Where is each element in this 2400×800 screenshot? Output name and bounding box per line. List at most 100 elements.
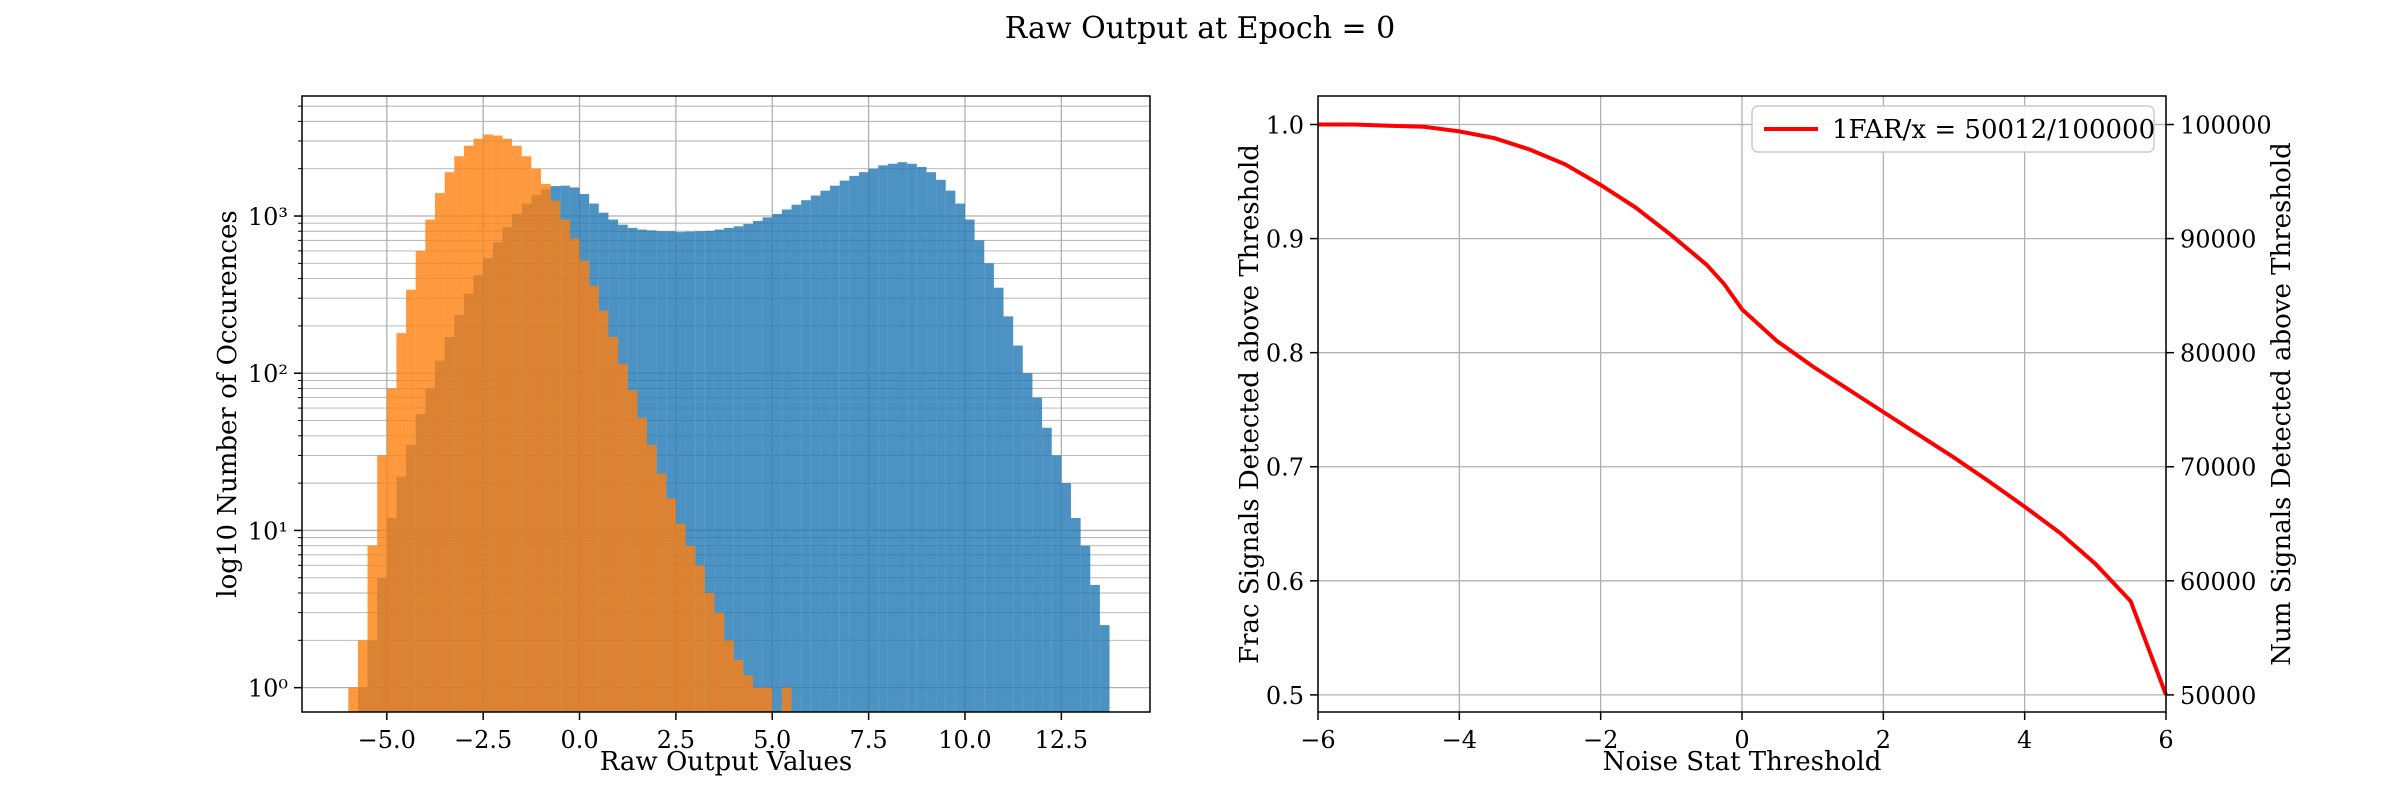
histogram-y-tick-label: 10³ bbox=[248, 203, 288, 231]
histogram-bar-orange bbox=[434, 193, 445, 712]
histogram-bar-blue bbox=[955, 203, 965, 712]
line-right-y-tick-label: 50000 bbox=[2180, 682, 2256, 710]
histogram-x-tick-label: 7.5 bbox=[850, 726, 888, 754]
histogram-bar-orange bbox=[762, 687, 773, 712]
histogram-x-tick-label: −5.0 bbox=[358, 726, 416, 754]
histogram-bar-orange bbox=[473, 138, 484, 713]
histogram-y-axis-label: log10 Number of Occurences bbox=[213, 210, 243, 597]
histogram-bar-orange bbox=[492, 135, 503, 712]
histogram-bar-orange bbox=[675, 523, 686, 712]
histogram-x-tick-label: 12.5 bbox=[1035, 726, 1088, 754]
histogram-bar-orange bbox=[415, 250, 426, 712]
line-right-y-tick-label: 100000 bbox=[2180, 112, 2272, 140]
histogram-y-tick-label: 10⁰ bbox=[248, 675, 288, 703]
histogram-x-axis-label: Raw Output Values bbox=[600, 747, 852, 777]
histogram-frame bbox=[301, 95, 1151, 713]
histogram-bar-blue bbox=[830, 185, 840, 713]
histogram-bar-orange bbox=[531, 168, 541, 713]
line-y-tick-label: 0.9 bbox=[1266, 226, 1304, 254]
line-y-tick-label: 0.7 bbox=[1266, 454, 1304, 482]
line-y-ticks: 0.5 0.6 0.7 0.8 0.9 1.0 bbox=[1266, 112, 1318, 710]
histogram-bar-blue bbox=[984, 263, 994, 712]
histogram-bar-orange bbox=[724, 640, 734, 712]
line-y-tick-label: 1.0 bbox=[1266, 112, 1304, 140]
histogram-x-tick-label: 2.5 bbox=[657, 726, 695, 754]
histogram-bar-blue bbox=[926, 172, 937, 713]
line-right-y-tick-label: 70000 bbox=[2180, 454, 2256, 482]
histogram-bar-orange bbox=[704, 592, 715, 712]
legend-label: 1FAR/x = 50012/100000 bbox=[1832, 115, 2155, 145]
histogram-bar-blue bbox=[1070, 517, 1081, 712]
histogram-bar-blue bbox=[666, 231, 676, 712]
histogram-bar-blue bbox=[868, 168, 879, 713]
line-x-tick-label: −4 bbox=[1442, 726, 1477, 754]
line-x-tick-label: −2 bbox=[1583, 726, 1618, 754]
histogram-bar-blue bbox=[1051, 455, 1062, 712]
histogram-bar-orange bbox=[502, 138, 513, 713]
histogram-bar-orange bbox=[656, 473, 667, 712]
histogram-bar-orange bbox=[357, 640, 368, 712]
histogram-bar-orange bbox=[637, 417, 647, 712]
histogram-bar-blue bbox=[907, 163, 917, 712]
histogram-bar-blue bbox=[820, 190, 831, 712]
histogram-bar-blue bbox=[916, 167, 927, 712]
histogram-bar-blue bbox=[714, 229, 725, 713]
histogram-bar-blue bbox=[752, 220, 763, 712]
histogram-bar-blue bbox=[1032, 397, 1043, 712]
line-grid bbox=[1317, 96, 2167, 712]
histogram-bar-orange bbox=[685, 545, 696, 712]
histogram-bar-blue bbox=[1061, 483, 1071, 712]
line-y-tick-label: 0.5 bbox=[1266, 682, 1304, 710]
histogram-bar-orange bbox=[550, 200, 561, 712]
histogram-bar-blue bbox=[1013, 345, 1023, 712]
line-right-y-tick-label: 80000 bbox=[2180, 340, 2256, 368]
histogram-bar-orange bbox=[454, 156, 464, 713]
histogram-bar-orange bbox=[483, 134, 493, 712]
histogram-bar-orange bbox=[733, 659, 744, 712]
histogram-bar-orange bbox=[752, 687, 763, 712]
line-x-tick-label: 4 bbox=[2017, 726, 2032, 754]
histogram-bar-blue bbox=[964, 219, 975, 713]
line-right-y-ticks: 50000 60000 70000 80000 90000 100000 bbox=[2166, 112, 2272, 710]
histogram-bar-blue bbox=[1003, 316, 1014, 712]
line-chart: −6 −4 −2 0 2 4 6 0.5 0.6 0.7 0.8 0.9 1.0 50000 60000… bbox=[1235, 95, 2297, 777]
histogram-bar-blue bbox=[675, 232, 686, 712]
histogram-bar-orange bbox=[627, 390, 638, 712]
histogram-bar-blue bbox=[685, 231, 696, 713]
line-y-axis-label: Frac Signals Detected above Threshold bbox=[1235, 144, 1265, 664]
histogram-x-tick-label: 0.0 bbox=[560, 726, 598, 754]
line-x-tick-label: 2 bbox=[1876, 726, 1891, 754]
histogram-bar-blue bbox=[704, 230, 715, 713]
line-x-tick-label: −6 bbox=[1300, 726, 1335, 754]
histogram-bar-orange bbox=[569, 238, 580, 712]
histogram-bar-orange bbox=[579, 260, 590, 712]
histogram-bar-blue bbox=[1099, 625, 1110, 712]
histogram-bar-orange bbox=[540, 183, 551, 713]
histogram-bar-orange bbox=[396, 333, 407, 712]
histogram-bar-orange bbox=[512, 145, 522, 712]
legend: 1FAR/x = 50012/100000 bbox=[1751, 105, 2155, 153]
histogram-bar-blue bbox=[762, 217, 773, 712]
histogram-x-tick-label: 5.0 bbox=[753, 726, 791, 754]
histogram-bar-orange bbox=[598, 310, 609, 712]
histogram-bar-blue bbox=[849, 175, 859, 713]
histogram-bar-orange bbox=[463, 145, 474, 712]
histogram-bar-blue bbox=[733, 226, 744, 713]
histogram-bar-orange bbox=[367, 545, 378, 712]
histogram-bar-orange bbox=[646, 444, 657, 712]
figure-title: Raw Output at Epoch = 0 bbox=[1005, 11, 1396, 46]
histogram-chart: −5.0 −2.5 0.0 2.5 5.0 7.5 10.0 12.5 10⁰10¹10²10… bbox=[213, 95, 1151, 777]
line-right-y-axis-label: Num Signals Detected above Threshold bbox=[2267, 142, 2297, 665]
histogram-bar-orange bbox=[425, 219, 435, 713]
histogram-bar-orange bbox=[386, 388, 397, 712]
histogram-bar-blue bbox=[801, 200, 811, 713]
histogram-bar-blue bbox=[810, 195, 821, 713]
line-x-ticks: −6 −4 −2 0 2 4 6 bbox=[1300, 712, 2174, 754]
histogram-bar-orange bbox=[666, 498, 676, 712]
histogram-bar-orange bbox=[589, 285, 599, 712]
histogram-bar-blue bbox=[724, 227, 734, 712]
histogram-bar-blue bbox=[791, 204, 802, 712]
histogram-bar-blue bbox=[897, 162, 908, 713]
histogram-bar-orange bbox=[781, 687, 792, 712]
histogram-bar-blue bbox=[695, 231, 705, 712]
